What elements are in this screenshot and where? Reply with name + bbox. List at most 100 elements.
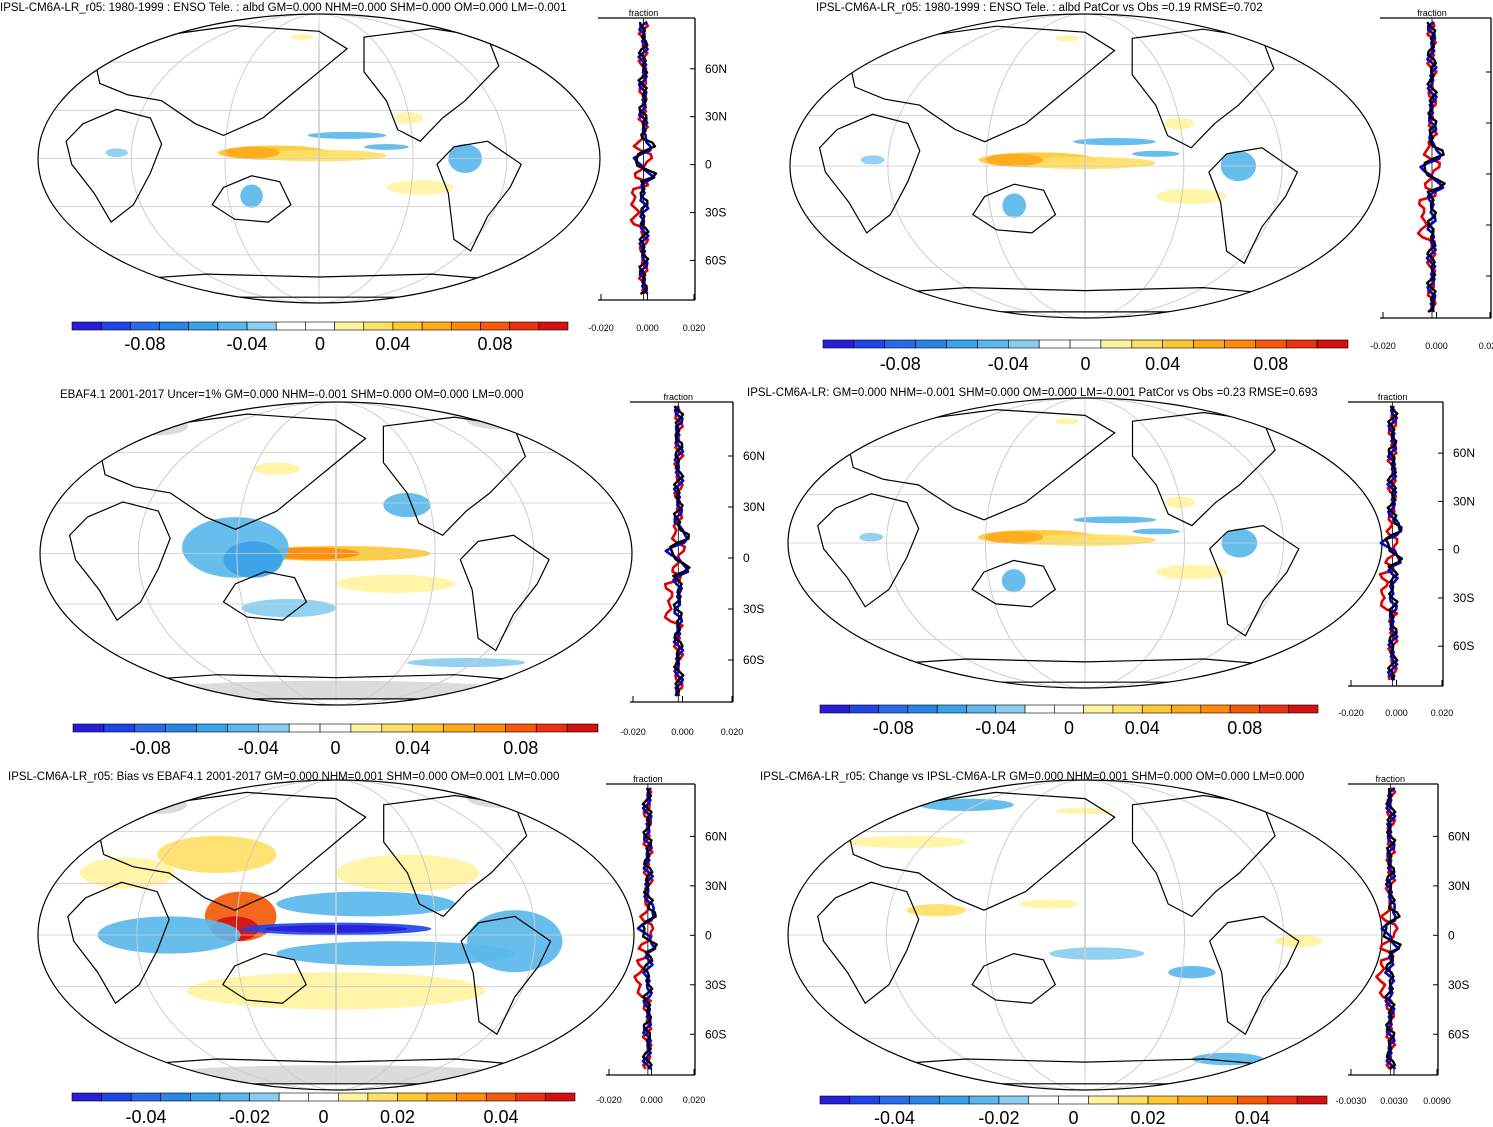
anomaly-region — [394, 112, 423, 124]
colorbar-swatch — [1117, 1095, 1149, 1105]
anomaly-region — [859, 532, 884, 542]
colorbar-swatch — [71, 1092, 102, 1102]
map-border — [789, 13, 1381, 319]
colorbar-swatch — [190, 1092, 221, 1102]
latitude-label: 60S — [1448, 1027, 1469, 1041]
colorbar-tick-label: 0.08 — [478, 334, 513, 354]
longitude-gridline — [985, 780, 1185, 1090]
latitude-label: 30S — [1448, 978, 1469, 992]
anomaly-region — [1168, 966, 1216, 979]
colorbar-swatch — [308, 1092, 339, 1102]
anomaly-region — [1165, 496, 1195, 509]
colorbar-swatch — [275, 321, 306, 331]
anomaly-region — [1073, 516, 1157, 524]
panel-3: fraction -0.020 0.000 0.020 60N 30N 0 30S 60S -0.… — [39, 389, 765, 758]
colorbar-swatch — [535, 723, 568, 733]
coastline — [65, 108, 163, 223]
panel-title: IPSL-CM6A-LR_r05: Change vs IPSL-CM6A-LR… — [760, 771, 1304, 783]
map-layer — [38, 780, 634, 1090]
latitude-label: 0 — [743, 551, 750, 565]
coastline — [846, 791, 1116, 911]
panel-5: fraction-0.020 0.000 0.02060N30N030S60S-0.… — [8, 771, 727, 1127]
panel-title: EBAF4.1 2001-2017 Uncer=1% GM=0.000 NHM=… — [60, 389, 523, 401]
longitude-gridline — [236, 402, 436, 705]
longitude-gridline — [318, 14, 320, 303]
profile-xtick-label: 0.000 — [1385, 708, 1408, 718]
longitude-gridline — [985, 14, 1185, 318]
colorbar-tick-label: -0.04 — [125, 1107, 166, 1127]
colorbar-swatch — [130, 321, 160, 331]
colorbar-swatch — [966, 704, 997, 714]
anomaly-region — [860, 155, 885, 165]
colorbar-swatch — [848, 704, 879, 714]
colorbar-swatch — [71, 321, 102, 331]
map-border — [39, 401, 633, 706]
longitude-gridline — [1084, 14, 1086, 318]
profile-axis-label: fraction — [1417, 8, 1447, 18]
panel-2: fraction -0.020 0.000 0.020 -0.08 -0.04 0 0.04 0… — [789, 2, 1493, 374]
colorbar-swatch — [188, 321, 219, 331]
latitude-label: 30N — [1453, 494, 1475, 508]
profile-xtick-label: 0.020 — [1479, 341, 1493, 351]
anomaly-region — [336, 574, 455, 593]
colorbar-swatch — [288, 723, 321, 733]
anomaly-region — [383, 492, 431, 518]
anomaly-region — [223, 541, 283, 578]
anomaly-region — [1002, 193, 1026, 218]
colorbar-swatch — [1267, 1095, 1298, 1105]
colorbar-swatch — [538, 321, 569, 331]
colorbar-swatch — [1083, 704, 1114, 714]
anomaly-region — [407, 658, 526, 668]
coastline — [221, 952, 307, 1004]
latitude-label: 30S — [1453, 591, 1474, 605]
colorbar-swatch — [103, 723, 136, 733]
latitude-label: 30S — [705, 206, 726, 220]
coastline — [971, 952, 1057, 1004]
colorbar-swatch — [160, 1092, 191, 1102]
profile-xtick-label: -0.0030 — [1336, 1096, 1367, 1106]
colorbar-swatch — [305, 321, 335, 331]
latitude-label: 60N — [1453, 446, 1475, 460]
longitude-gridline — [886, 398, 1284, 688]
coastline — [93, 24, 349, 137]
map-layer — [788, 780, 1382, 1090]
colorbar-swatch — [977, 339, 1009, 349]
profile-line-mean — [1384, 405, 1404, 681]
longitude-gridline — [136, 780, 536, 1090]
colorbar-tick-label: 0.04 — [1145, 354, 1180, 374]
colorbar-tick-label: 0.04 — [1125, 718, 1160, 738]
anomaly-region — [158, 680, 514, 699]
profile-line-mean — [641, 787, 658, 1070]
latitude-label: 0 — [705, 158, 712, 172]
anomaly-region — [1055, 418, 1080, 425]
anomaly-region — [290, 34, 314, 41]
colorbar-swatch — [474, 723, 506, 733]
colorbar-swatch — [421, 321, 452, 331]
longitude-gridline — [224, 14, 414, 303]
profile-xtick-label: -0.020 — [1370, 341, 1396, 351]
colorbar-swatch — [134, 723, 166, 733]
colorbar-swatch — [392, 321, 423, 331]
latitude-label: 60S — [1453, 639, 1474, 653]
colorbar-swatch — [822, 339, 855, 349]
profile-line-mean — [1382, 787, 1402, 1070]
latitude-label: 60N — [705, 829, 727, 843]
latitude-label: 30N — [705, 879, 727, 893]
longitude-gridline — [235, 780, 437, 1090]
colorbar-tick-label: 0 — [1068, 1108, 1078, 1127]
anomaly-region — [1001, 569, 1026, 593]
latitude-label: 60N — [705, 62, 727, 76]
colorbar-tick-label: -0.04 — [874, 1108, 915, 1127]
anomaly-region — [276, 891, 456, 917]
colorbar-swatch — [1100, 339, 1133, 349]
latitude-label: 60N — [743, 449, 765, 463]
colorbar-tick-label: -0.02 — [978, 1108, 1019, 1127]
colorbar-tick-label: -0.04 — [975, 718, 1016, 738]
anomaly-region — [906, 904, 967, 917]
colorbar-swatch — [450, 321, 481, 331]
colorbar-swatch — [995, 704, 1026, 714]
latitude-label: 0 — [1453, 543, 1460, 557]
coastline — [1208, 524, 1300, 637]
profile-axis-label: fraction — [1376, 774, 1406, 784]
